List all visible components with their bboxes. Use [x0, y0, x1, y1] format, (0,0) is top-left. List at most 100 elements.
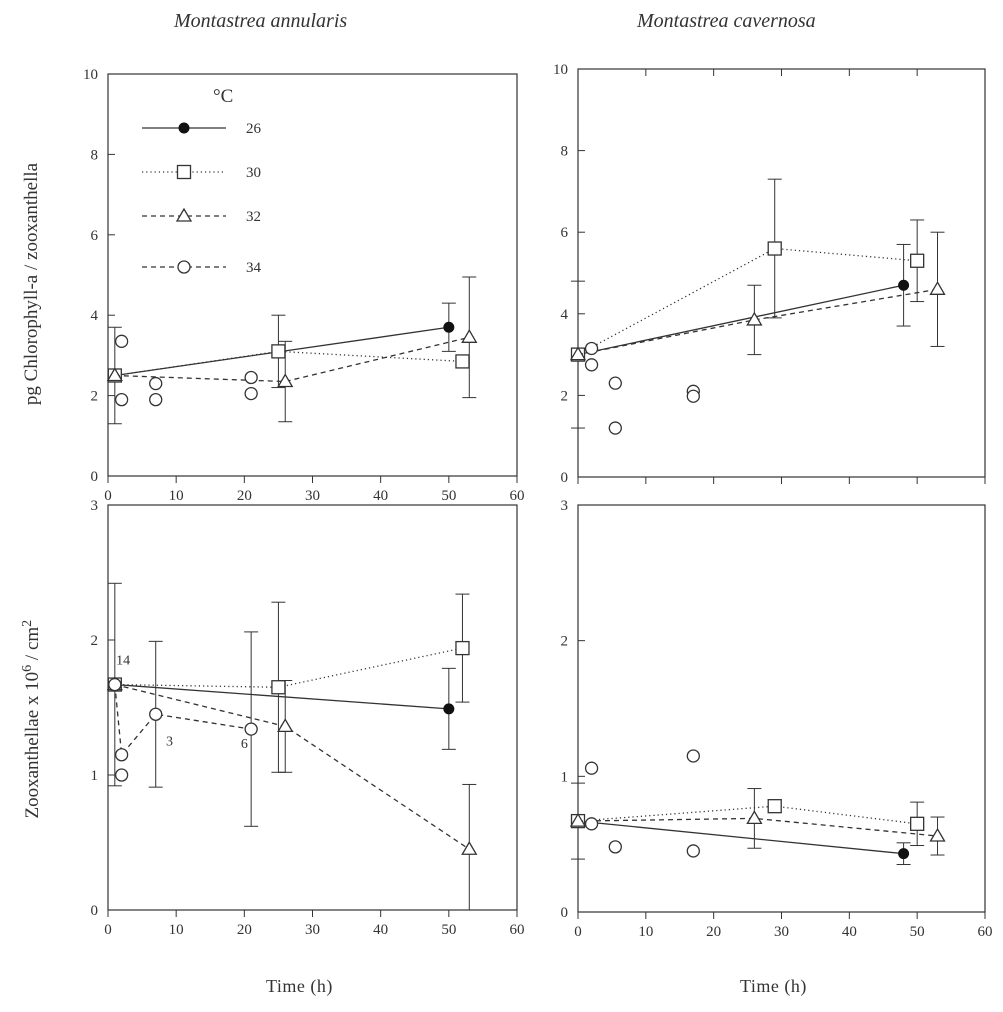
x-tick-label: 60 [978, 924, 993, 940]
data-point [114, 392, 129, 407]
legend-label: 32 [246, 209, 261, 225]
y-tick-label: 3 [561, 498, 569, 514]
y-tick-label: 1 [91, 768, 99, 784]
x-axis-label-right: Time (h) [740, 976, 807, 996]
series-line [114, 683, 470, 850]
series-34-3 [114, 334, 258, 407]
series-30-1 [107, 593, 470, 773]
x-tick-label: 10 [169, 922, 184, 938]
y-tick-label: 4 [91, 308, 99, 324]
series-34-3 [584, 749, 700, 858]
point-annotation: 3 [166, 734, 173, 749]
data-point [455, 640, 470, 656]
x-tick-label: 10 [638, 924, 653, 940]
data-point [686, 749, 700, 763]
legend-marker [177, 260, 191, 274]
x-tick-label: 0 [104, 488, 112, 504]
data-point [277, 718, 294, 733]
x-tick-label: 40 [842, 924, 857, 940]
y-tick-label: 10 [83, 67, 98, 83]
legend-label: 26 [246, 121, 262, 137]
legend-unit: °C [213, 86, 233, 107]
data-point [608, 421, 622, 435]
y-tick-label: 0 [91, 469, 99, 485]
y-tick-label: 1 [561, 769, 569, 785]
point-annotation: 6 [241, 737, 248, 752]
y-tick-label: 6 [91, 228, 99, 244]
x-axis-label-left: Time (h) [266, 976, 333, 996]
x-tick-label: 20 [237, 488, 252, 504]
point-annotation: 14 [116, 653, 130, 668]
data-point [277, 373, 294, 388]
series-line [577, 817, 938, 837]
x-tick-label: 20 [237, 922, 252, 938]
data-point [569, 346, 587, 361]
data-point [746, 810, 763, 825]
series-26-0 [107, 302, 456, 425]
data-point [584, 358, 599, 372]
data-point [569, 812, 587, 827]
data-point [898, 279, 910, 291]
data-point [108, 677, 122, 692]
x-tick-label: 30 [774, 924, 789, 940]
plot-frame [107, 73, 518, 477]
series-32-2 [569, 231, 946, 361]
series-line [114, 684, 252, 757]
data-point [929, 281, 946, 295]
x-tick-label: 50 [441, 488, 456, 504]
data-point [929, 827, 946, 842]
data-point [149, 392, 163, 407]
y-tick-label: 2 [561, 634, 569, 650]
data-point [271, 680, 286, 695]
column-title-cavernosa: Montastrea cavernosa [637, 10, 816, 32]
x-tick-label: 10 [169, 488, 184, 504]
data-point [114, 768, 129, 782]
data-point [106, 367, 123, 382]
data-point [584, 341, 599, 356]
series-32-2 [569, 788, 946, 856]
x-tick-label: 40 [373, 922, 388, 938]
series-line [577, 247, 918, 356]
data-point [114, 748, 129, 762]
data-point [114, 334, 129, 348]
y-tick-label: 8 [91, 147, 99, 163]
legend-marker [178, 122, 190, 134]
series-line [114, 647, 463, 688]
x-tick-label: 50 [441, 922, 456, 938]
plot-panel-2: 0 2 4 6 8 10 [553, 62, 986, 486]
series-32-2 [106, 676, 478, 910]
series-26-0 [571, 243, 911, 429]
y-tick-label: 4 [561, 307, 569, 323]
y-tick-label: 3 [91, 498, 99, 514]
plot-frame [577, 504, 986, 913]
x-tick-label: 30 [305, 488, 320, 504]
data-point [584, 761, 599, 775]
series-line [114, 683, 449, 710]
x-tick-label: 30 [305, 922, 320, 938]
data-point [746, 311, 763, 326]
data-point [584, 817, 599, 831]
y-tick-label: 0 [91, 903, 99, 919]
legend-marker [175, 207, 193, 222]
y-tick-label: 2 [91, 633, 99, 649]
y-tick-label: 0 [561, 470, 569, 486]
data-point [910, 816, 925, 831]
x-tick-label: 20 [706, 924, 721, 940]
data-point [244, 386, 258, 401]
series-line [577, 820, 904, 855]
y-tick-label: 10 [553, 62, 568, 78]
series-30-1 [570, 178, 925, 362]
legend-label: 34 [246, 260, 262, 276]
x-tick-label: 60 [510, 922, 525, 938]
data-point [244, 370, 258, 385]
data-point [898, 848, 910, 860]
data-point [608, 376, 622, 390]
x-tick-label: 50 [910, 924, 925, 940]
data-point [767, 799, 782, 814]
y-tick-label: 2 [561, 388, 569, 404]
series-line [577, 284, 904, 356]
data-point [149, 376, 163, 391]
